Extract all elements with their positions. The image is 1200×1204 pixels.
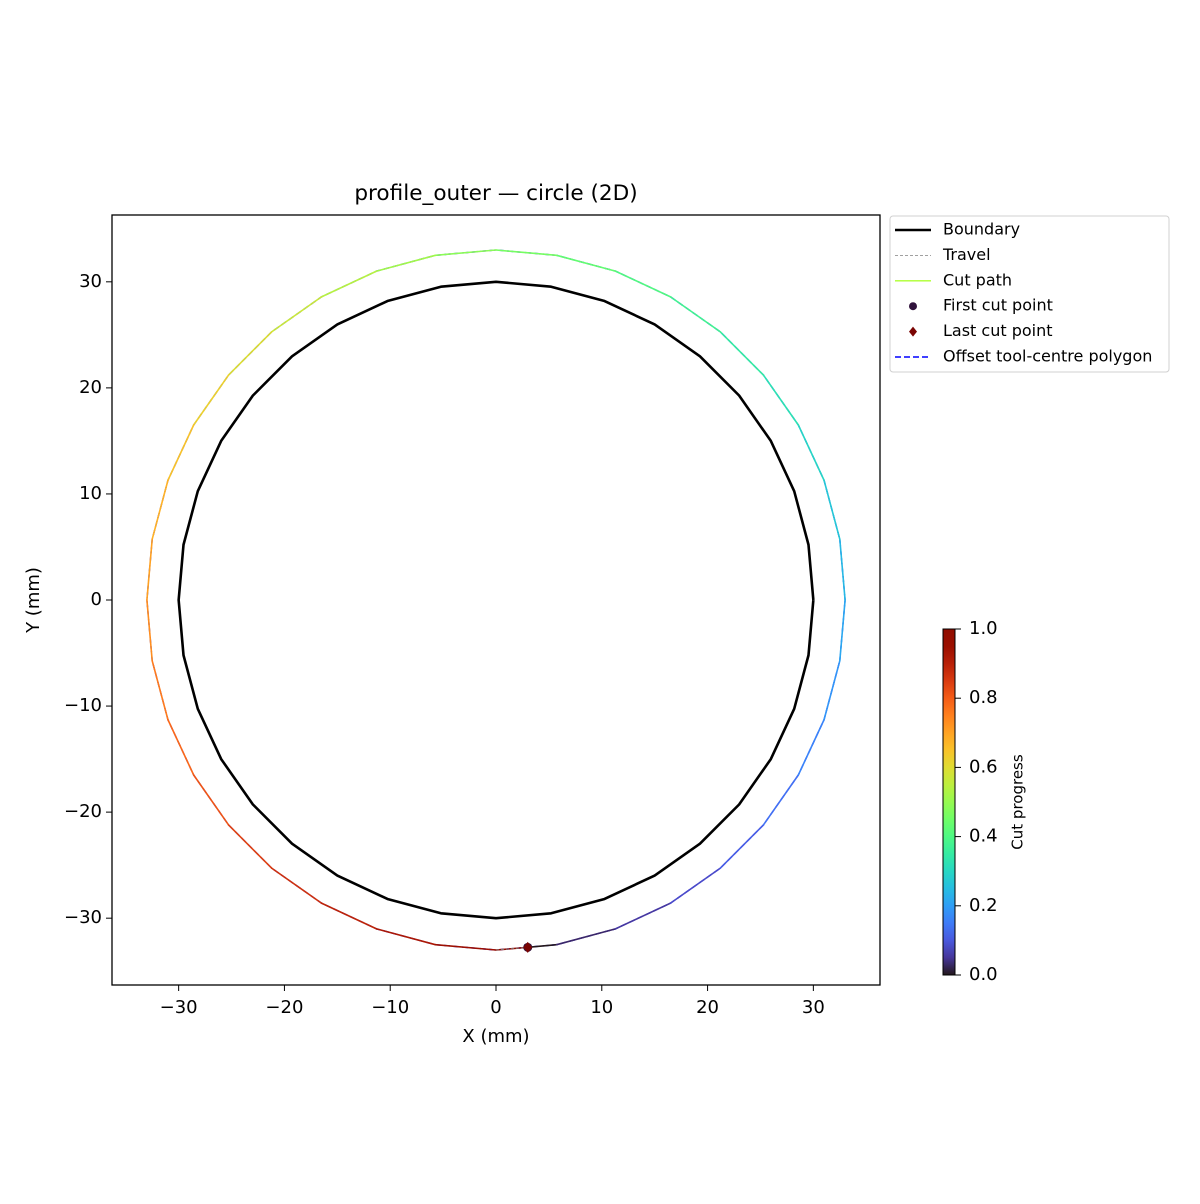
y-tick-label: −30 bbox=[64, 907, 102, 928]
cut-path-segment bbox=[375, 928, 437, 946]
boundary bbox=[177, 280, 815, 920]
legend-label: Last cut point bbox=[943, 321, 1053, 340]
cut-path-segment bbox=[167, 718, 195, 776]
cut-path-segment bbox=[823, 479, 841, 541]
cut-path-segment bbox=[270, 867, 323, 904]
colorbar-tick-label: 0.8 bbox=[969, 687, 998, 708]
cut-path-segment bbox=[614, 270, 672, 298]
legend-label: Offset tool-centre polygon bbox=[943, 347, 1152, 366]
x-tick-label: −10 bbox=[371, 997, 409, 1018]
legend-label: Boundary bbox=[943, 220, 1020, 239]
cut-path-segment bbox=[167, 424, 195, 482]
colorbar-label: Cut progress bbox=[1009, 754, 1027, 850]
cut-path-segment bbox=[797, 424, 825, 482]
chart-title: profile_outer — circle (2D) bbox=[354, 181, 637, 206]
cut-path-segment bbox=[839, 599, 846, 662]
cut-path-segment bbox=[526, 943, 558, 949]
x-tick-label: −20 bbox=[265, 997, 303, 1018]
cut-path-segment bbox=[839, 538, 846, 601]
cut-path-segment bbox=[434, 249, 497, 257]
x-tick-label: 0 bbox=[490, 997, 501, 1018]
colorbar-tick-label: 0.2 bbox=[969, 895, 998, 916]
cut-path-segment bbox=[192, 374, 230, 426]
cut-path-segment bbox=[495, 249, 558, 257]
colorbar-tick-label: 0.4 bbox=[969, 826, 998, 847]
colorbar-tick-label: 1.0 bbox=[969, 618, 998, 639]
last-cut-point bbox=[523, 941, 533, 953]
y-axis-label: Y (mm) bbox=[23, 567, 44, 634]
travel bbox=[495, 946, 528, 951]
y-tick-label: 20 bbox=[79, 377, 102, 398]
x-tick-label: −30 bbox=[160, 997, 198, 1018]
plot-area bbox=[146, 249, 846, 953]
x-tick-label: 20 bbox=[696, 997, 719, 1018]
cut-path-segment bbox=[146, 599, 153, 662]
y-tick-label: 0 bbox=[91, 589, 102, 610]
legend-swatch bbox=[909, 302, 917, 311]
cut-path-segment bbox=[823, 659, 841, 721]
cut-path-segment bbox=[797, 718, 825, 776]
cut-path-segment bbox=[762, 774, 800, 826]
cut-path-segment bbox=[614, 902, 672, 930]
cut-path-segment bbox=[192, 774, 230, 826]
cut-path-segment bbox=[320, 270, 378, 298]
cut-path-segment bbox=[227, 331, 273, 376]
y-tick-label: 30 bbox=[79, 271, 102, 292]
cut-path-segment bbox=[669, 296, 722, 333]
cut-path-segment bbox=[375, 254, 437, 272]
y-tick-label: −10 bbox=[64, 695, 102, 716]
cut-path-segment bbox=[151, 479, 169, 541]
x-tick-label: 30 bbox=[802, 997, 825, 1018]
cut-path-segment bbox=[762, 374, 800, 426]
legend-box bbox=[889, 215, 1170, 373]
x-axis-label: X (mm) bbox=[462, 1026, 529, 1047]
cut-path-segment bbox=[555, 254, 617, 272]
legend: Boundary Travel Cut path First cut point Las… bbox=[889, 215, 1170, 373]
colorbar-scale bbox=[942, 628, 956, 976]
cut-path-segment bbox=[320, 902, 378, 930]
y-tick-label: −20 bbox=[64, 801, 102, 822]
colorbar-tick-label: 0.0 bbox=[969, 964, 998, 985]
cut-path-segment bbox=[669, 867, 722, 904]
y-tick-label: 10 bbox=[79, 483, 102, 504]
cut-path-segment bbox=[151, 659, 169, 721]
cut-path-segment bbox=[270, 296, 323, 333]
colorbar: 0.0 0.2 0.4 0.6 0.8 1.0 Cut progress bbox=[942, 618, 1027, 985]
cut-path-segment bbox=[227, 824, 273, 869]
cut-path-segment bbox=[146, 538, 153, 601]
legend-swatch bbox=[909, 326, 917, 337]
colorbar-tick-label: 0.6 bbox=[969, 756, 998, 777]
cut-path-segment bbox=[719, 331, 765, 376]
legend-label: Travel bbox=[942, 245, 991, 264]
x-tick-label: 10 bbox=[590, 997, 613, 1018]
cut-path-segment bbox=[719, 824, 765, 869]
legend-label: First cut point bbox=[943, 296, 1053, 315]
legend-label: Cut path bbox=[943, 270, 1012, 289]
cut-path-segment bbox=[434, 943, 497, 951]
cut-path-segment bbox=[555, 928, 617, 946]
